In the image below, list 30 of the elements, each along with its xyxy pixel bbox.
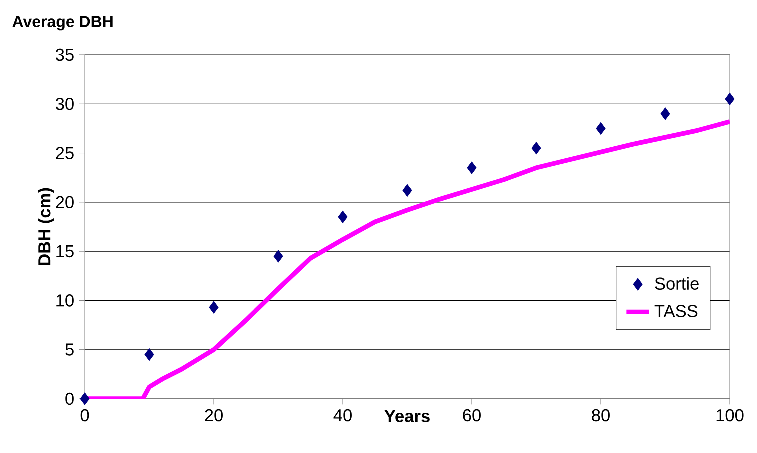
- y-tick-label: 15: [56, 246, 74, 258]
- point: [660, 108, 670, 120]
- x-axis-title: Years: [384, 410, 430, 422]
- point: [144, 348, 154, 362]
- y-tick-label: 0: [66, 392, 74, 406]
- legend-label: TASS: [654, 305, 698, 318]
- x-tick-label: 100: [716, 409, 744, 422]
- y-tick-label: 10: [56, 294, 74, 307]
- x-tick-label: 0: [80, 409, 90, 422]
- point: [402, 184, 412, 197]
- chart-title: Average DBH: [12, 16, 113, 31]
- point: [532, 142, 542, 155]
- point: [467, 162, 477, 174]
- y-tick-label: 35: [56, 48, 74, 62]
- point: [80, 392, 90, 406]
- legend-label: Sortie: [655, 277, 699, 290]
- y-tick-label: 5: [66, 344, 74, 356]
- x-tick-label: 60: [463, 409, 481, 422]
- point: [209, 301, 219, 314]
- x-tick-label: 20: [205, 409, 223, 422]
- point: [274, 250, 284, 263]
- x-tick-label: 40: [334, 409, 352, 422]
- y-tick-label: 20: [56, 196, 74, 209]
- y-tick-label: 30: [56, 98, 74, 110]
- y-tick-label: 25: [56, 147, 74, 160]
- point: [596, 122, 606, 135]
- x-tick-label: 80: [592, 409, 610, 422]
- point: [725, 92, 735, 106]
- point: [338, 210, 348, 224]
- y-axis-title: DBH (cm): [38, 188, 54, 266]
